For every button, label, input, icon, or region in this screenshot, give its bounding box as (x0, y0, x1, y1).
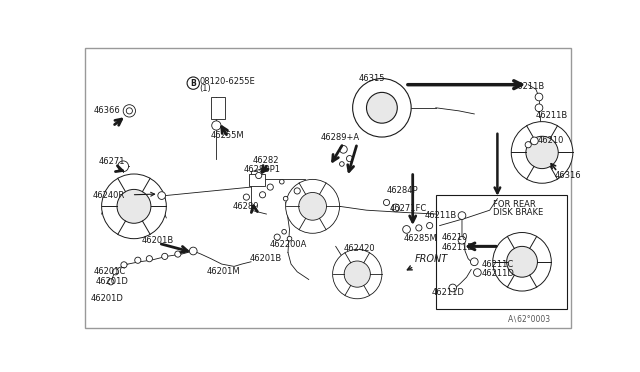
Text: DISK BRAKE: DISK BRAKE (493, 208, 543, 217)
Text: 46201M: 46201M (206, 267, 240, 276)
Circle shape (340, 162, 344, 166)
Text: 46315: 46315 (359, 74, 385, 83)
Bar (250, 174, 265, 186)
Circle shape (162, 253, 168, 260)
Circle shape (123, 105, 136, 117)
Circle shape (474, 269, 481, 276)
Circle shape (346, 155, 353, 162)
Circle shape (147, 256, 152, 262)
Text: 46316: 46316 (554, 171, 581, 180)
Circle shape (531, 137, 538, 145)
Circle shape (102, 174, 166, 239)
Circle shape (344, 261, 371, 287)
Circle shape (526, 136, 558, 169)
Text: 46211B: 46211B (513, 82, 545, 91)
Circle shape (189, 247, 197, 255)
Circle shape (212, 121, 221, 130)
Circle shape (135, 257, 141, 263)
Text: 46255M: 46255M (211, 131, 244, 140)
Circle shape (470, 258, 478, 266)
Text: 46211B: 46211B (424, 211, 456, 220)
Circle shape (458, 212, 466, 219)
Circle shape (117, 189, 151, 223)
Text: 46289: 46289 (232, 202, 259, 211)
Circle shape (525, 142, 531, 148)
Text: 46211D: 46211D (482, 269, 515, 278)
Circle shape (259, 192, 266, 198)
Circle shape (333, 250, 382, 299)
Circle shape (267, 184, 273, 190)
Text: FRONT: FRONT (414, 254, 447, 264)
Text: 46240R: 46240R (92, 191, 125, 200)
Circle shape (353, 78, 411, 137)
Circle shape (243, 194, 250, 200)
Text: 46271: 46271 (99, 157, 125, 166)
Circle shape (158, 192, 166, 199)
Text: 46282: 46282 (253, 155, 279, 165)
Text: 46289+A: 46289+A (320, 132, 360, 141)
Text: 462200A: 462200A (269, 240, 307, 249)
Circle shape (118, 161, 129, 172)
Text: 46201D: 46201D (91, 294, 124, 303)
Text: 46284P: 46284P (387, 186, 418, 195)
Circle shape (126, 108, 132, 114)
Circle shape (255, 173, 262, 179)
Circle shape (367, 92, 397, 123)
Bar (436, 195, 566, 309)
Text: 46271FC: 46271FC (390, 204, 427, 213)
Text: 46211B: 46211B (536, 111, 568, 120)
Circle shape (280, 179, 284, 184)
Circle shape (507, 246, 538, 277)
Text: 46283P1: 46283P1 (243, 165, 280, 174)
Circle shape (285, 179, 340, 233)
Circle shape (511, 122, 573, 183)
Text: 46201C: 46201C (93, 266, 125, 276)
Circle shape (493, 232, 551, 291)
Circle shape (175, 251, 181, 257)
Text: 46285M: 46285M (403, 234, 437, 243)
Bar (211, 97, 225, 119)
Text: FOR REAR: FOR REAR (493, 200, 536, 209)
Text: 46201D: 46201D (95, 276, 129, 286)
Circle shape (284, 196, 288, 201)
Text: 46201B: 46201B (141, 236, 174, 245)
Circle shape (274, 234, 280, 240)
Circle shape (113, 269, 118, 275)
Circle shape (294, 188, 300, 194)
Circle shape (299, 192, 326, 220)
Circle shape (416, 225, 422, 231)
Circle shape (282, 230, 287, 234)
Text: 46211B: 46211B (442, 243, 474, 253)
Circle shape (108, 279, 114, 285)
Circle shape (383, 199, 390, 206)
Circle shape (340, 145, 348, 153)
Text: B: B (190, 78, 196, 88)
Text: 462420: 462420 (344, 244, 375, 253)
Text: 46201B: 46201B (250, 254, 282, 263)
Circle shape (187, 77, 200, 89)
Text: 46211C: 46211C (482, 260, 515, 269)
Circle shape (287, 236, 292, 241)
Text: (1): (1) (200, 84, 211, 93)
Text: A∖62°0003: A∖62°0003 (508, 314, 551, 323)
Circle shape (449, 284, 456, 292)
Circle shape (427, 222, 433, 229)
Text: 46210: 46210 (442, 232, 468, 242)
Text: 08120-6255E: 08120-6255E (200, 77, 255, 86)
Circle shape (535, 104, 543, 112)
Circle shape (121, 262, 127, 268)
Text: 46211D: 46211D (432, 288, 465, 297)
Circle shape (403, 225, 410, 233)
Text: 46366: 46366 (93, 106, 120, 115)
Text: 46210: 46210 (538, 136, 564, 145)
Circle shape (535, 93, 543, 101)
Circle shape (392, 204, 399, 212)
Circle shape (458, 236, 466, 244)
